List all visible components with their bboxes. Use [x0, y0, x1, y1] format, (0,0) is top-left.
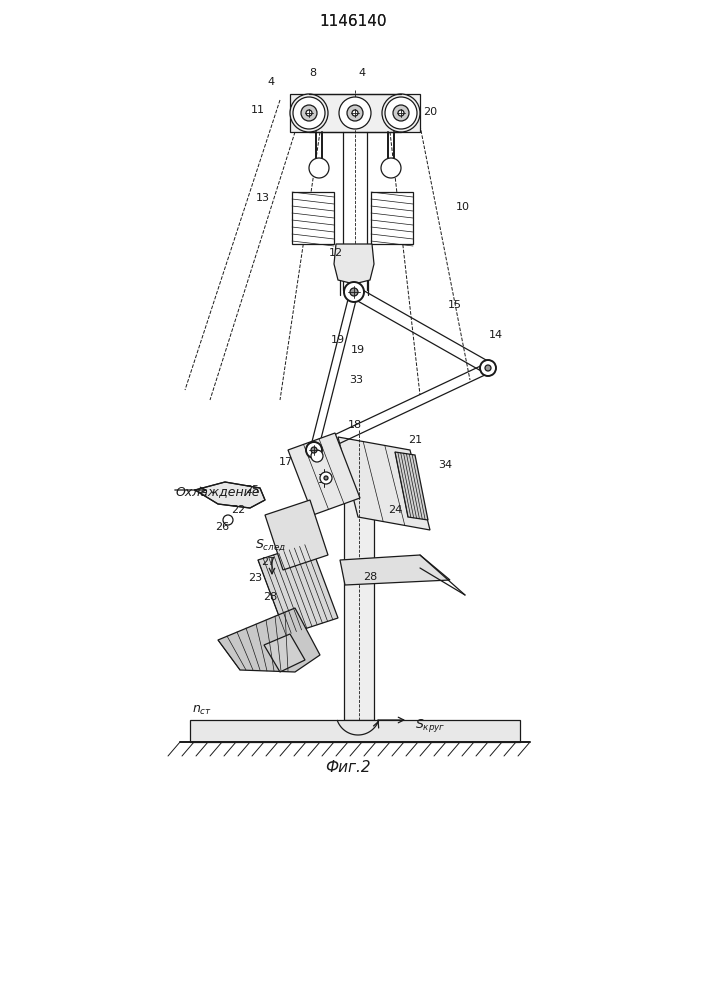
Text: 20: 20	[423, 107, 437, 117]
Text: 1146140: 1146140	[320, 14, 387, 29]
Text: 19: 19	[331, 335, 345, 345]
Text: $n_{ст}$: $n_{ст}$	[192, 703, 212, 717]
Text: 14: 14	[489, 330, 503, 340]
Text: 8: 8	[310, 68, 317, 78]
Text: 17: 17	[279, 457, 293, 467]
Text: 4: 4	[358, 68, 366, 78]
Polygon shape	[334, 244, 374, 284]
Polygon shape	[195, 482, 265, 508]
Circle shape	[382, 94, 420, 132]
Text: 28: 28	[263, 592, 277, 602]
Text: 27: 27	[261, 557, 275, 567]
Circle shape	[350, 288, 358, 296]
Text: 26: 26	[215, 522, 229, 532]
Text: $S_{след}$: $S_{след}$	[255, 537, 286, 553]
Text: 28: 28	[363, 572, 377, 582]
Polygon shape	[340, 555, 450, 585]
Text: 24: 24	[388, 505, 402, 515]
Circle shape	[485, 365, 491, 371]
Polygon shape	[265, 500, 328, 570]
Text: 4: 4	[267, 77, 274, 87]
Polygon shape	[338, 437, 430, 530]
Bar	[190, 720, 520, 742]
Polygon shape	[288, 433, 360, 515]
Circle shape	[480, 360, 496, 376]
Circle shape	[306, 110, 312, 116]
Text: Охлаждение: Охлаждение	[175, 486, 259, 498]
Circle shape	[320, 472, 332, 484]
Bar	[290, 94, 420, 132]
Text: 1146140: 1146140	[320, 14, 387, 29]
Bar	[292, 192, 334, 244]
Circle shape	[324, 476, 328, 480]
Text: Фиг.2: Фиг.2	[325, 760, 370, 776]
Text: 22: 22	[231, 505, 245, 515]
Polygon shape	[395, 452, 428, 520]
Circle shape	[381, 158, 401, 178]
Text: $S_{круг}$: $S_{круг}$	[415, 716, 445, 734]
Circle shape	[309, 158, 329, 178]
Circle shape	[347, 105, 363, 121]
Polygon shape	[258, 543, 338, 635]
Circle shape	[385, 97, 417, 129]
Circle shape	[344, 282, 364, 302]
Circle shape	[352, 110, 358, 116]
Text: 12: 12	[329, 248, 343, 258]
Circle shape	[223, 515, 233, 525]
Text: 34: 34	[438, 460, 452, 470]
Circle shape	[311, 447, 317, 453]
Text: 10: 10	[456, 202, 470, 212]
Text: 33: 33	[349, 375, 363, 385]
Circle shape	[293, 97, 325, 129]
Circle shape	[290, 94, 328, 132]
Circle shape	[339, 97, 371, 129]
Text: 13: 13	[256, 193, 270, 203]
Text: 19: 19	[351, 345, 365, 355]
Polygon shape	[218, 608, 320, 672]
Circle shape	[301, 105, 317, 121]
Text: 25: 25	[245, 485, 259, 495]
Bar	[344, 450, 374, 720]
Circle shape	[311, 450, 323, 462]
Text: 15: 15	[448, 300, 462, 310]
Text: 18: 18	[348, 420, 362, 430]
Polygon shape	[264, 634, 305, 672]
Text: 21: 21	[408, 435, 422, 445]
Bar	[371, 192, 413, 244]
Circle shape	[398, 110, 404, 116]
Text: 23: 23	[248, 573, 262, 583]
Text: 11: 11	[251, 105, 265, 115]
Circle shape	[393, 105, 409, 121]
Circle shape	[306, 442, 322, 458]
